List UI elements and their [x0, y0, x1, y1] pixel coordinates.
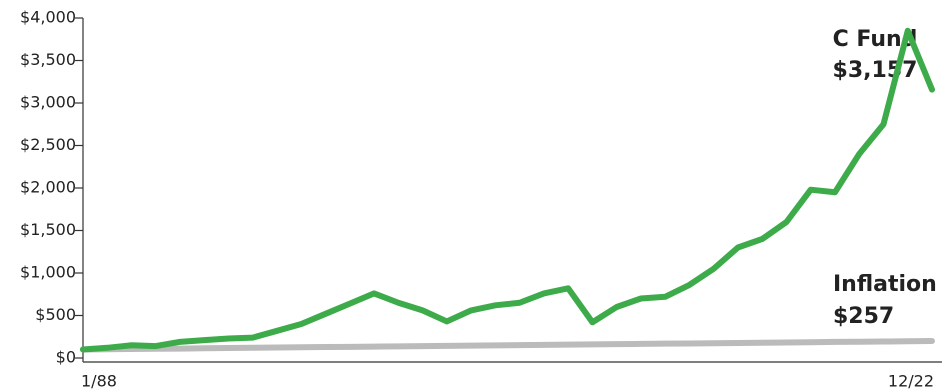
series-line: [80, 27, 935, 353]
series-line: [80, 338, 935, 353]
y-tick-label: $0: [56, 348, 76, 367]
series-end-label: $257: [833, 304, 894, 329]
y-tick-label: $1,000: [20, 263, 76, 282]
y-tick-label: $3,500: [20, 50, 76, 69]
y-tick-label: $3,000: [20, 93, 76, 112]
series-annotation: Inflation: [833, 272, 937, 297]
y-tick-label: $500: [35, 305, 76, 324]
y-tick-label: $4,000: [20, 8, 76, 27]
y-tick-label: $2,500: [20, 135, 76, 154]
x-tick-label: 1/88: [81, 372, 117, 391]
series-end-label: $3,157: [833, 58, 918, 83]
y-tick-label: $1,500: [20, 220, 76, 239]
y-tick-label: $2,000: [20, 178, 76, 197]
x-tick-label: 12/22: [888, 372, 934, 391]
